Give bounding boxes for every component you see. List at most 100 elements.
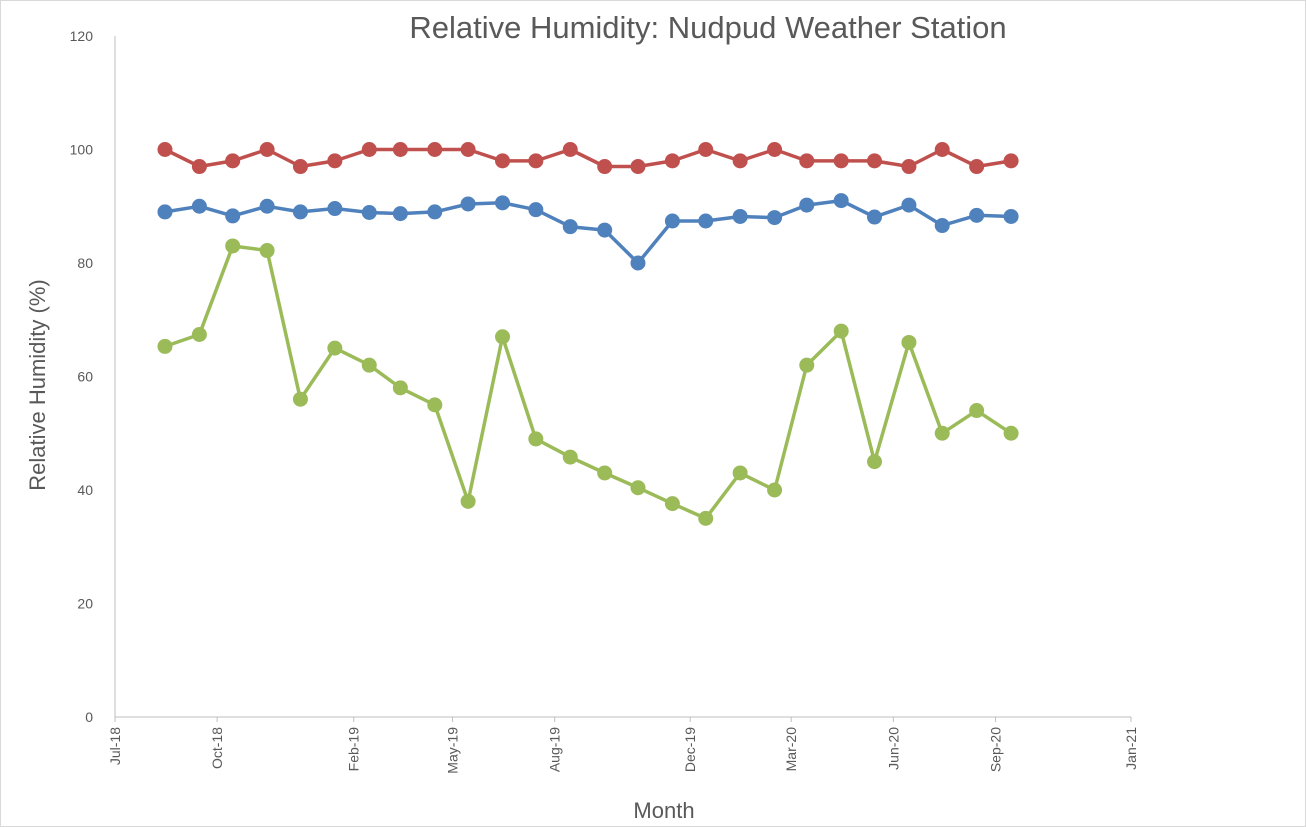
series-1 [157,142,1019,175]
data-point [934,142,950,157]
data-point [867,454,883,470]
data-point [427,204,443,220]
x-axis-title: Month [633,798,694,823]
data-point [867,153,883,169]
series-line [164,198,1012,265]
data-point [630,480,646,496]
x-tick-label: Jun-20 [885,727,901,770]
x-tick-label: Jul-18 [107,727,123,765]
data-point [833,153,849,169]
data-point [799,197,815,213]
data-point [327,201,343,217]
data-point [495,195,511,211]
y-tick-label: 120 [70,28,94,44]
data-point [191,327,207,343]
data-point [460,142,476,157]
data-point [495,153,511,169]
data-point [292,159,308,175]
data-point [225,208,241,224]
data-point [732,208,748,224]
chart-title: Relative Humidity: Nudpud Weather Statio… [409,10,1006,45]
data-point [392,142,408,157]
axes [114,36,1131,718]
data-point [969,403,985,419]
data-point [664,153,680,169]
x-tick-label: Oct-18 [209,727,225,769]
data-point [630,159,646,175]
data-point [1003,425,1019,441]
data-point [460,493,476,509]
data-point [799,357,815,373]
data-point [901,334,917,350]
y-tick-label: 80 [77,255,93,271]
data-point [799,153,815,169]
data-point [562,219,578,235]
series-2 [157,193,1019,271]
data-point [292,204,308,220]
data-point [901,159,917,175]
y-tick-label: 0 [85,709,93,725]
data-point [969,159,985,175]
data-point [969,207,985,223]
x-tick-label: Dec-19 [682,727,698,772]
data-point [157,204,173,220]
data-point [157,142,173,157]
data-point [562,449,578,465]
data-point [528,202,544,218]
data-point [259,198,275,214]
data-point [630,255,646,271]
x-tick-label: Jan-21 [1123,727,1139,770]
data-point [698,510,714,526]
data-point [867,209,883,225]
x-tick-label: Mar-20 [783,727,799,772]
series-line [164,244,1013,521]
data-point [664,496,680,512]
data-point [361,357,377,373]
data-point [392,380,408,396]
data-point [833,323,849,339]
x-tick-label: Aug-19 [547,727,563,772]
data-point [225,153,241,169]
series-line [164,147,1012,169]
data-point [698,142,714,157]
x-tick-label: Feb-19 [346,727,362,772]
data-point [427,397,443,413]
y-tick-label: 40 [77,482,93,498]
data-point [460,196,476,212]
data-point [597,159,613,175]
data-point [732,465,748,481]
data-point [292,391,308,407]
data-point [327,340,343,356]
x-tick-label: May-19 [445,727,461,774]
data-point [1003,153,1019,169]
data-point [361,142,377,157]
data-point [259,243,275,259]
data-point [528,431,544,447]
y-tick-label: 60 [77,369,93,385]
data-point [361,204,377,220]
data-point [934,218,950,234]
data-point [732,153,748,169]
series-group [157,142,1019,526]
series-3 [157,238,1019,526]
data-point [427,142,443,157]
data-point [901,197,917,213]
data-point [767,142,783,157]
x-tick-label: Sep-20 [988,727,1004,772]
data-point [191,198,207,214]
data-point [191,159,207,175]
data-point [833,193,849,209]
data-point [664,213,680,229]
data-point [698,213,714,229]
data-point [1003,208,1019,224]
data-point [327,153,343,169]
data-point [767,482,783,498]
tick-labels: 0 20 40 60 80 100 120 Jul-18 Oct-18 Feb-19 May-19 A… [70,28,1139,774]
data-point [597,465,613,481]
data-point [225,238,241,254]
data-point [259,142,275,157]
data-point [934,425,950,441]
data-point [495,329,511,345]
y-axis-title: Relative Humidity (%) [25,279,50,491]
